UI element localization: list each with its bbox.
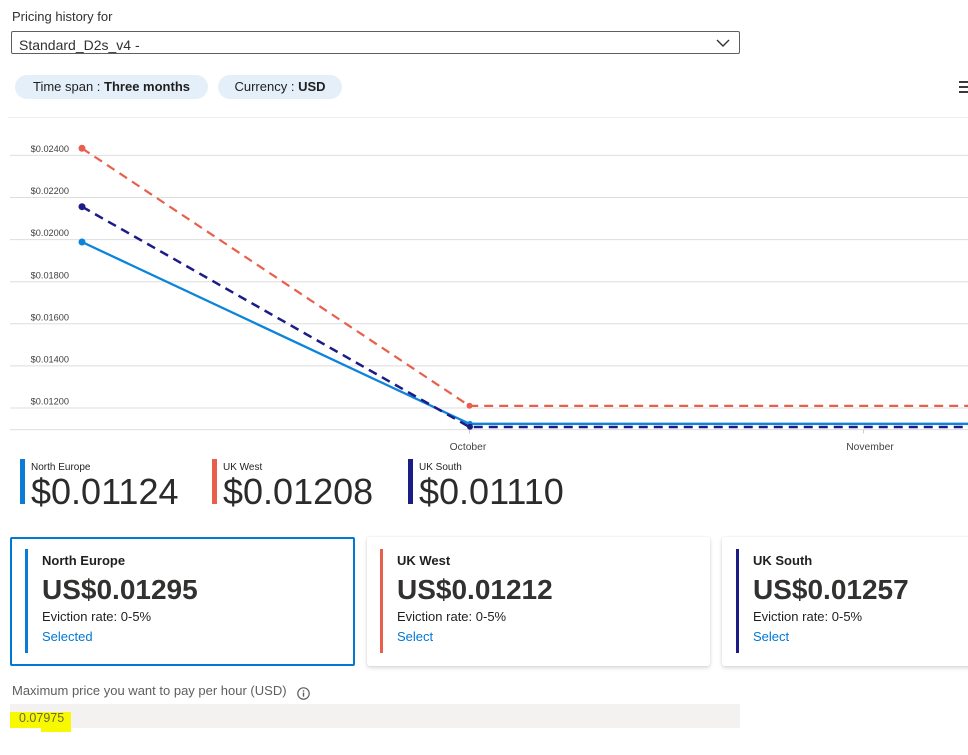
svg-text:$0.02200: $0.02200: [31, 186, 69, 196]
svg-text:October: October: [450, 442, 487, 453]
svg-text:$0.01800: $0.01800: [31, 270, 69, 280]
svg-text:$0.02000: $0.02000: [31, 228, 69, 238]
svg-text:November: November: [846, 442, 894, 453]
svg-text:$0.02400: $0.02400: [31, 144, 69, 154]
svg-text:$0.01400: $0.01400: [31, 355, 69, 365]
svg-text:$0.01200: $0.01200: [31, 397, 69, 407]
svg-text:$0.01600: $0.01600: [31, 312, 69, 322]
